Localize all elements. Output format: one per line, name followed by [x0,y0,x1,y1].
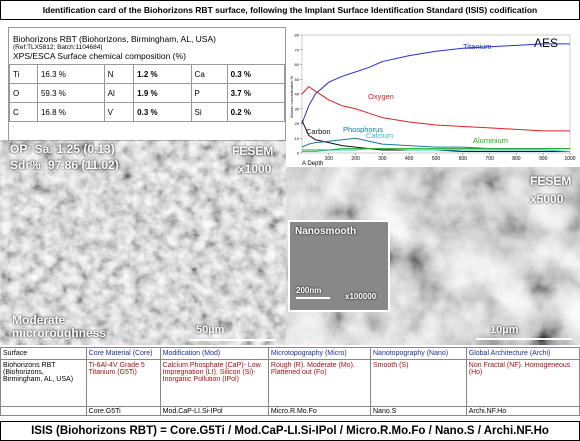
composition-row: O 59.3 % Al 1.9 % P 3.7 % [9,83,286,103]
aes-chart: 0 10 20 30 40 50 60 70 80 100 200 300 400 500 600 700 80… [289,33,576,168]
table-header: Surface [0,347,87,360]
composition-element: O [9,83,38,103]
table-cell: Mod.CaP-LI.Si-IPol [159,406,269,416]
y-tick-label: 40 [295,92,300,97]
composition-row: Ti 16.3 % N 1.2 % Ca 0.3 % [9,64,286,84]
table-row: Core.G5Ti Mod.CaP-LI.Si-IPol Micro.R.Mo.Fo… [0,406,580,416]
composition-value: 1.9 % [133,83,192,103]
table-row: Biohorizons RBT (Biohorizons, Birmingham… [0,359,580,407]
composition-element: Ti [9,64,38,84]
composition-box: Biohorizons RBT (Biohorizons, Birmingham… [8,27,286,141]
inset-label: Nanosmooth [295,226,357,237]
composition-row: C 16.8 % V 0.3 % Si 0.2 % [9,102,286,122]
table-cell: Micro.R.Mo.Fo [267,406,372,416]
composition-subtitle: XPS/ESCA Surface chemical composition (%… [13,51,186,61]
footer: ISIS (Biohorizons RBT) = Core.G5Ti / Mod… [0,421,580,441]
composition-value: 0.3 % [226,64,286,84]
table-cell: Smooth (S) [370,359,467,407]
y-tick-label: 20 [295,121,300,126]
series-label: Aluminium [473,136,508,145]
x-tick-label: 300 [378,156,387,162]
x-tick-label: 800 [512,156,521,162]
y-tick-label: 30 [295,106,300,111]
table-header: Nanotopography (Nano) [370,347,467,360]
x-tick-label: 400 [405,156,414,162]
inset-scale: 200nm [296,286,322,295]
series-label: Phosphorus [343,125,383,134]
composition-value: 0.3 % [133,102,192,122]
table-cell: Core.G5Ti [85,406,161,416]
composition-element: Ca [190,64,228,84]
composition-name: Biohorizons RBT (Biohorizons, Birmingham… [13,34,216,44]
fesem-label: FESEM [530,174,572,188]
series-line [301,43,570,124]
y-tick-label: 80 [295,33,300,38]
series-label: Titanium [463,42,491,51]
composition-table: Ti 16.3 % N 1.2 % Ca 0.3 % O 59.3 % Al 1.9 % P 3.7 … [9,64,286,122]
composition-value: 1.2 % [133,64,192,84]
table-header: Modification (Mod) [159,347,269,360]
table-cell: Rough (R). Moderate (Mo). Flattened out … [267,359,372,407]
sa-label: OP: Sa: 1.25 (0.13) [10,142,115,156]
isis-table: Surface Core Material (Core) Modification … [0,347,580,416]
composition-value: 16.8 % [36,102,105,122]
table-cell: Calcium Phosphate (CaP)- Low Impregnatio… [159,359,269,407]
y-tick-label: 60 [295,62,300,67]
composition-element: P [190,83,228,103]
series-label: Oxygen [368,92,394,101]
x-tick-label: 600 [459,156,468,162]
table-header: Global Architecture (Archi) [465,347,580,360]
composition-ref: (Ref:TLX5812; Batch:1104684) [13,44,103,51]
x-tick-label: 100 [325,156,334,162]
caption: Moderate microroughness [12,313,107,340]
composition-element: V [103,102,135,122]
x-tick-label: 900 [539,156,548,162]
mag-label: x1000 [238,162,272,176]
composition-element: Si [190,102,228,122]
x-tick-label: 1000 [564,156,575,162]
x-tick-label: 700 [485,156,494,162]
table-cell: Ti-6Al-4V Grade 5 Titanium (G5Ti) [85,359,161,407]
header-title: Identification card of the Biohorizons R… [0,0,580,20]
y-tick-label: 50 [295,77,300,82]
composition-value: 0.2 % [226,102,286,122]
table-header: Microtopography (Micro) [267,347,372,360]
plot-area [301,34,571,154]
table-cell: Biohorizons RBT (Biohorizons, Birmingham… [0,359,87,407]
composition-value: 16.3 % [36,64,105,84]
sdr-label: Sdr%: 97.86 (11.02) [10,158,119,172]
series-line [302,148,570,151]
series-label: Calcium [366,131,393,140]
table-cell [0,406,87,416]
x-tick-label: 200 [351,156,360,162]
table-header: Core Material (Core) [85,347,161,360]
composition-element: Al [103,83,135,103]
y-axis-label: Atomic concentration % [289,76,294,118]
inset-mag: x100000 [345,292,377,301]
y-tick-label: 10 [295,136,300,141]
series-label: Carbon [306,127,331,136]
scale-label: 10µm [490,324,519,336]
x-axis-label: A Depth [302,161,323,167]
table-cell: Nano.S [370,406,467,416]
x-tick-label: 500 [432,156,441,162]
composition-value: 3.7 % [226,83,286,103]
series-line [301,85,570,132]
sem-left [0,140,286,345]
series-line [301,120,570,153]
table-cell: Non Fractal (NF). Homogeneous (Ho) [465,359,580,407]
composition-element: C [9,102,38,122]
mag-label: x5000 [530,192,564,206]
chart-title: AES [534,36,558,50]
table-header-row: Surface Core Material (Core) Modification … [0,347,580,360]
composition-element: N [103,64,135,84]
y-tick-label: 0 [297,151,300,156]
scale-label: 50µm [196,324,225,336]
fesem-label: FESEM [232,144,274,158]
inset-image [288,220,390,312]
table-cell: Archi.NF.Ho [465,406,580,416]
y-tick-label: 70 [295,47,300,52]
composition-value: 59.3 % [36,83,105,103]
